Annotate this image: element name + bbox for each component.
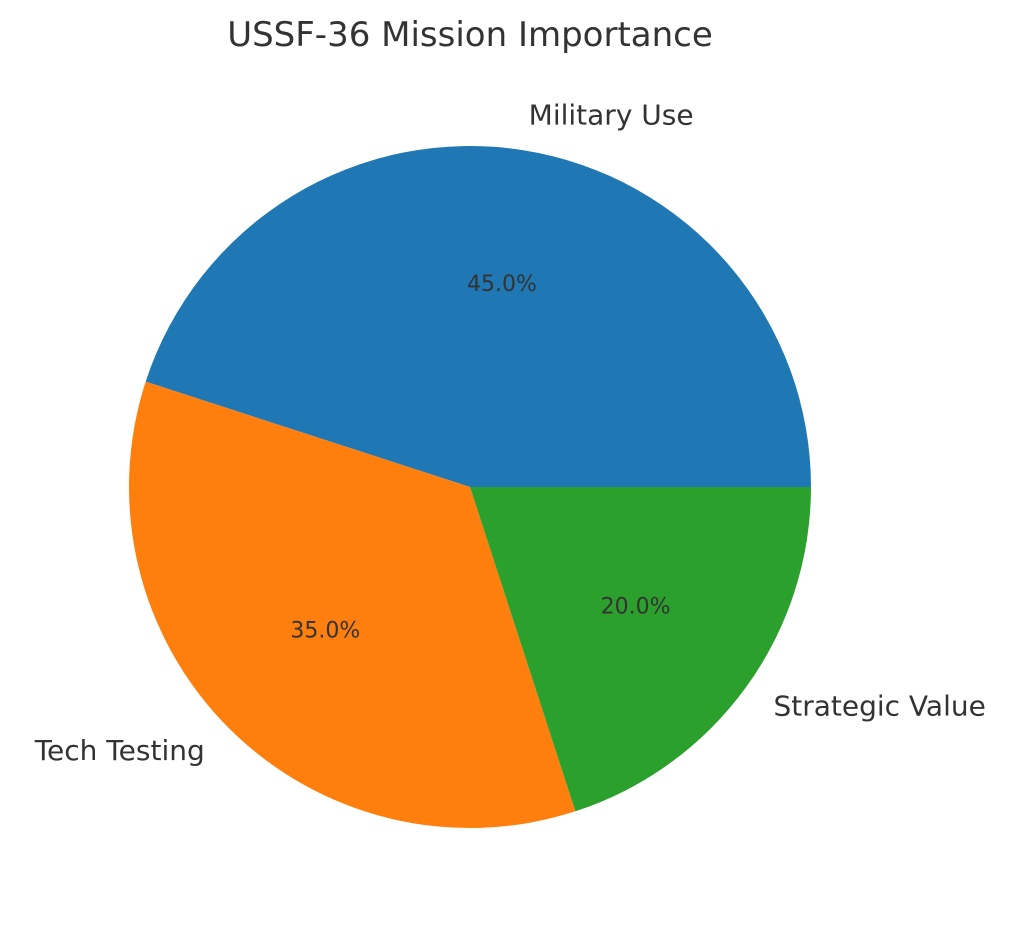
chart-title: USSF-36 Mission Importance (227, 15, 713, 55)
slice-value-strategic-value: 20.0% (601, 594, 671, 619)
pie-slice-military-use (145, 145, 812, 487)
slice-label-military-use: Military Use (529, 99, 694, 132)
pie-slice-tech-testing (129, 381, 576, 828)
slice-label-tech-testing: Tech Testing (34, 734, 205, 767)
slice-value-military-use: 45.0% (467, 272, 537, 297)
slice-label-strategic-value: Strategic Value (773, 689, 985, 722)
pie-slice-strategic-value (470, 487, 811, 812)
slice-value-tech-testing: 35.0% (290, 619, 360, 644)
pie-labels: Military Use 45.0% Tech Testing 35.0% Strate… (34, 99, 986, 768)
pie-slices (129, 145, 812, 828)
